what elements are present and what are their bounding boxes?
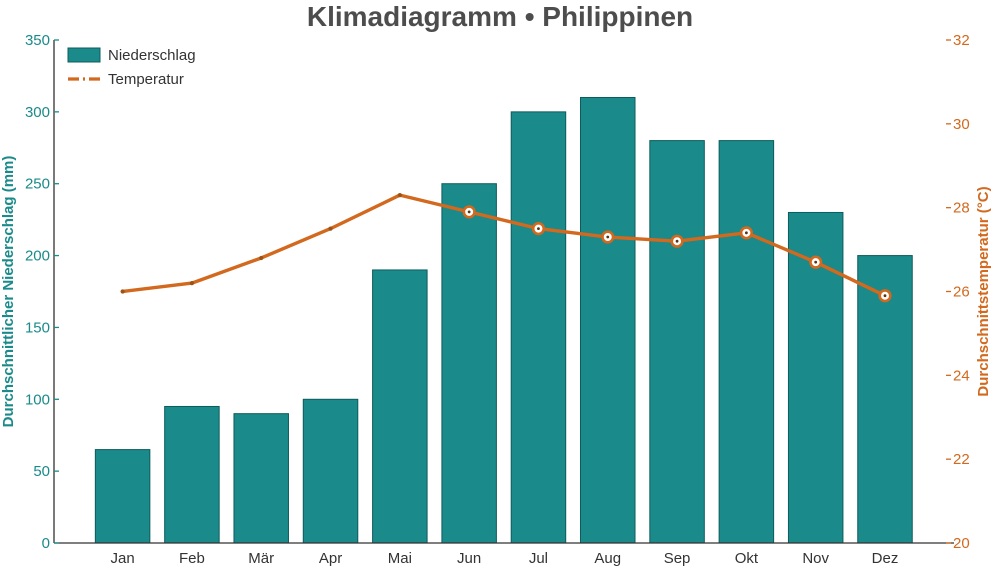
svg-text:150: 150 [25, 319, 50, 336]
svg-text:26: 26 [953, 284, 970, 301]
svg-text:Feb: Feb [179, 550, 205, 566]
svg-text:100: 100 [25, 391, 50, 408]
svg-text:Nov: Nov [802, 550, 829, 566]
svg-text:Mai: Mai [388, 550, 412, 566]
svg-text:Temperatur: Temperatur [108, 71, 184, 88]
svg-text:Jan: Jan [111, 550, 135, 566]
svg-text:Mär: Mär [248, 550, 274, 566]
svg-text:20: 20 [953, 535, 970, 552]
svg-text:Jun: Jun [457, 550, 481, 566]
svg-text:24: 24 [953, 367, 970, 384]
svg-text:Apr: Apr [319, 550, 342, 566]
svg-text:32: 32 [953, 32, 970, 49]
svg-text:250: 250 [25, 176, 50, 193]
svg-text:0: 0 [42, 535, 50, 552]
svg-text:Dez: Dez [872, 550, 899, 566]
svg-text:300: 300 [25, 104, 50, 121]
svg-text:28: 28 [953, 200, 970, 217]
svg-text:350: 350 [25, 32, 50, 49]
svg-text:Durchschnittlicher Niederschla: Durchschnittlicher Niederschlag (mm) [0, 156, 17, 428]
svg-text:22: 22 [953, 451, 970, 468]
svg-text:Durchschnittstemperatur (°C): Durchschnittstemperatur (°C) [975, 186, 992, 396]
svg-text:Aug: Aug [594, 550, 621, 566]
svg-text:Okt: Okt [735, 550, 759, 566]
svg-text:50: 50 [33, 463, 50, 480]
svg-text:200: 200 [25, 248, 50, 265]
svg-text:Niederschlag: Niederschlag [108, 47, 196, 64]
svg-text:30: 30 [953, 116, 970, 133]
svg-text:Klimadiagramm • Philippinen: Klimadiagramm • Philippinen [307, 1, 693, 32]
svg-text:Sep: Sep [664, 550, 691, 566]
svg-text:Jul: Jul [529, 550, 548, 566]
